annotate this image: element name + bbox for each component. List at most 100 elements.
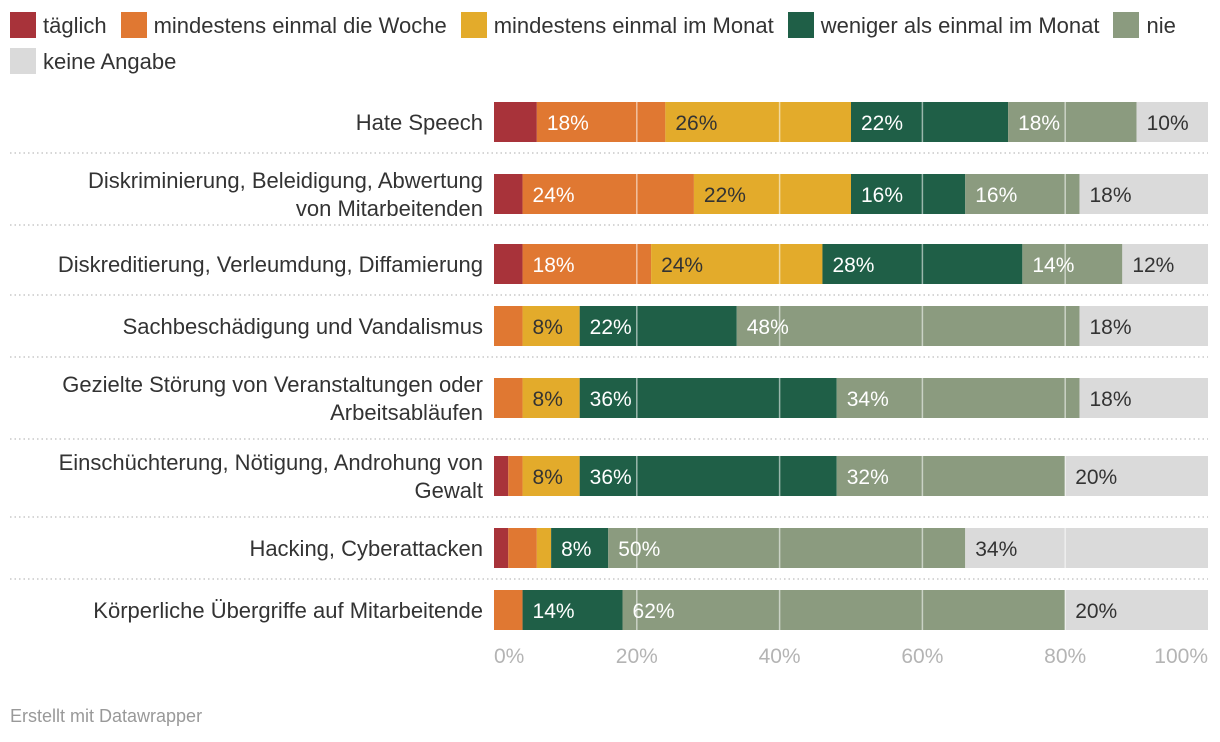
- bar-segment: [522, 456, 580, 496]
- x-tick-label: 40%: [759, 645, 801, 668]
- bar-segment: [1079, 174, 1208, 214]
- legend-item: täglich: [10, 8, 107, 44]
- data-label: 8%: [533, 466, 563, 489]
- legend-item: nie: [1113, 8, 1176, 44]
- data-label: 18%: [1018, 112, 1060, 135]
- bar-segment: [494, 102, 537, 142]
- data-label: 24%: [533, 184, 575, 207]
- legend-swatch: [120, 12, 147, 38]
- bar-segment: [522, 590, 623, 630]
- bar-segment: [579, 456, 837, 496]
- bar-segment: [579, 306, 737, 346]
- data-label: 8%: [533, 316, 563, 339]
- category-label-line: Arbeitsabläufen: [330, 400, 483, 425]
- bar-segment: [522, 174, 694, 214]
- stacked-bar-chart: Hate Speech 18% 26% 22% 18% 10% Diskriminierun…: [10, 100, 1208, 668]
- data-label: 12%: [1132, 254, 1174, 277]
- data-label: 16%: [861, 184, 903, 207]
- data-label: 8%: [561, 538, 591, 561]
- bar-segment: [1065, 590, 1208, 630]
- category-label: Sachbeschädigung und Vandalismus: [123, 314, 483, 339]
- data-label: 18%: [1089, 184, 1131, 207]
- data-label: 36%: [590, 388, 632, 411]
- category-label-line: Hate Speech: [356, 110, 483, 135]
- category-label-line: Diskreditierung, Verleumdung, Diffamieru…: [58, 252, 483, 277]
- bar-segment: [851, 174, 966, 214]
- category-label-line: von Mitarbeitenden: [296, 196, 483, 221]
- data-label: 26%: [675, 112, 717, 135]
- data-label: 24%: [661, 254, 703, 277]
- data-label: 62%: [633, 600, 675, 623]
- data-label: 22%: [590, 316, 632, 339]
- bar-segment: [536, 102, 666, 142]
- category-label: Hate Speech: [356, 110, 483, 135]
- data-label: 10%: [1147, 112, 1189, 135]
- legend-swatch: [1113, 12, 1140, 38]
- data-label: 20%: [1075, 466, 1117, 489]
- data-label: 16%: [975, 184, 1017, 207]
- x-tick-label: 60%: [901, 645, 943, 668]
- data-label: 18%: [547, 112, 589, 135]
- category-label: Gezielte Störung von Veranstaltungen ode…: [62, 372, 483, 425]
- x-tick-label: 0%: [494, 645, 524, 668]
- data-label: 18%: [1089, 316, 1131, 339]
- bar-segment: [522, 244, 652, 284]
- data-label: 22%: [704, 184, 746, 207]
- bar-segment: [522, 378, 580, 418]
- legend-label: mindestens einmal im Monat: [493, 13, 774, 38]
- legend-item: mindestens einmal die Woche: [120, 8, 447, 44]
- category-label-line: Gezielte Störung von Veranstaltungen ode…: [62, 372, 483, 397]
- bar-segment: [622, 590, 1066, 630]
- bar-segment: [1079, 378, 1208, 418]
- legend-label: täglich: [43, 13, 107, 38]
- x-tick-label: 80%: [1044, 645, 1086, 668]
- footer-credit: Erstellt mit Datawrapper: [10, 706, 203, 726]
- data-label: 18%: [1089, 388, 1131, 411]
- bar-segment: [836, 456, 1066, 496]
- bar-segment: [522, 306, 580, 346]
- bar-segment: [965, 528, 1208, 568]
- data-label: 34%: [847, 388, 889, 411]
- bar-segment: [1008, 102, 1137, 142]
- bar-segment: [494, 528, 509, 568]
- data-label: 50%: [618, 538, 660, 561]
- category-label-line: Sachbeschädigung und Vandalismus: [123, 314, 483, 339]
- x-tick-label: 100%: [1154, 645, 1208, 668]
- data-label: 34%: [975, 538, 1017, 561]
- bar-segment: [836, 378, 1080, 418]
- bar-segment: [851, 102, 1009, 142]
- bar-segment: [1079, 306, 1208, 346]
- data-label: 22%: [861, 112, 903, 135]
- category-label-line: Hacking, Cyberattacken: [249, 536, 483, 561]
- legend-swatch: [787, 12, 814, 38]
- bar-segment: [494, 174, 523, 214]
- data-label: 20%: [1075, 600, 1117, 623]
- data-label: 28%: [832, 254, 874, 277]
- data-label: 18%: [533, 254, 575, 277]
- bar-segment: [508, 456, 523, 496]
- legend-item: mindestens einmal im Monat: [460, 8, 774, 44]
- legend-item: weniger als einmal im Monat: [787, 8, 1100, 44]
- bar-segment: [693, 174, 851, 214]
- data-label: 14%: [533, 600, 575, 623]
- bar-segment: [551, 528, 609, 568]
- category-label: Hacking, Cyberattacken: [249, 536, 483, 561]
- category-label: Diskreditierung, Verleumdung, Diffamieru…: [58, 252, 483, 277]
- bar-segment: [494, 244, 523, 284]
- grid-layer: [636, 100, 1066, 632]
- category-label: Körperliche Übergriffe auf Mitarbeitende: [93, 598, 483, 623]
- bar-segment: [736, 306, 1080, 346]
- bar-segment: [579, 378, 837, 418]
- legend-swatch: [10, 48, 36, 74]
- bar-segment: [608, 528, 966, 568]
- data-label: 14%: [1032, 254, 1074, 277]
- category-label: Diskriminierung, Beleidigung, Abwertung v…: [88, 168, 483, 221]
- bar-segment: [1122, 244, 1208, 284]
- data-label: 8%: [533, 388, 563, 411]
- data-label: 48%: [747, 316, 789, 339]
- category-label: Einschüchterung, Nötigung, Androhung von…: [59, 450, 483, 503]
- legend-label: weniger als einmal im Monat: [820, 13, 1100, 38]
- bar-segment: [1065, 456, 1208, 496]
- bar-segment: [965, 174, 1080, 214]
- legend-swatch: [10, 12, 36, 38]
